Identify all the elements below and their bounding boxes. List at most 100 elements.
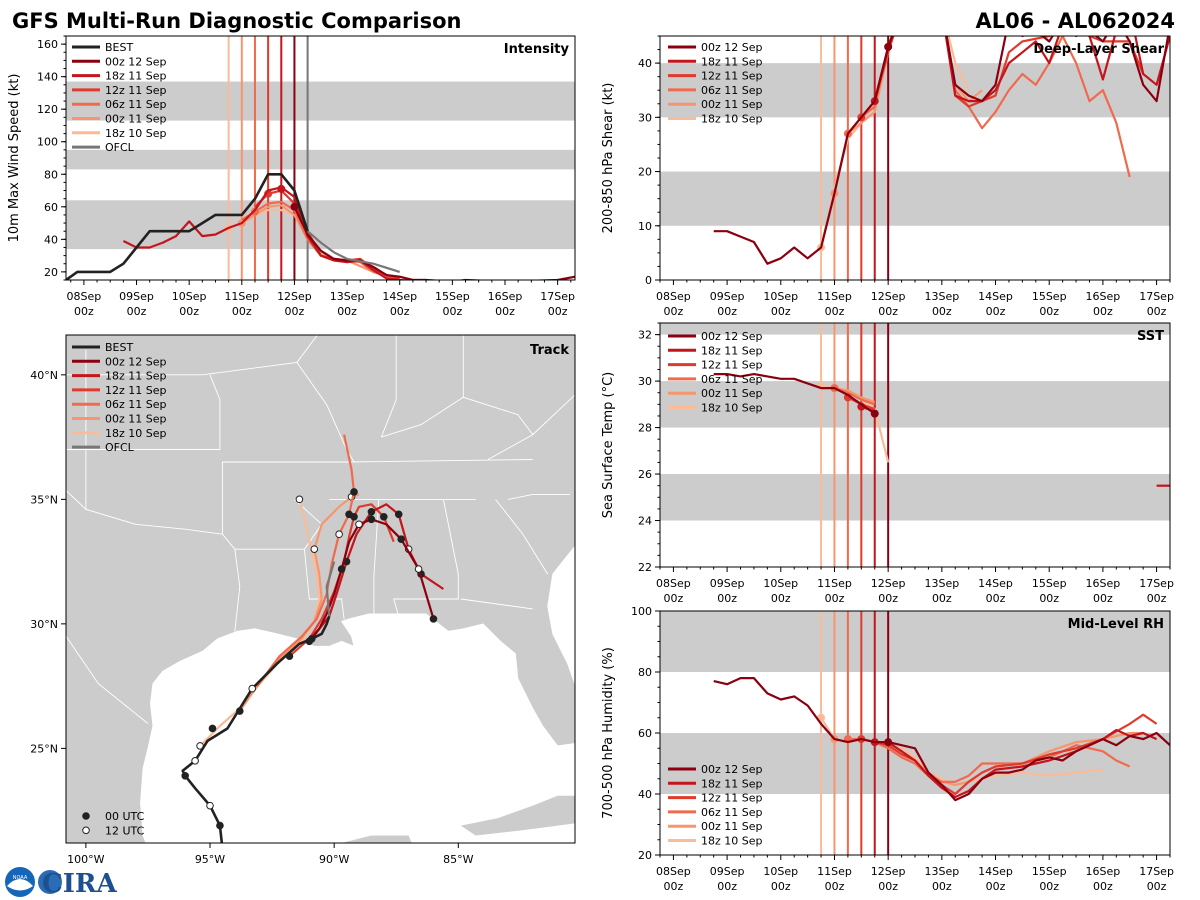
lat-tick-label: 25°N bbox=[30, 742, 58, 755]
x-tick-label: 09Sep bbox=[710, 290, 745, 303]
x-tick-label: 00z bbox=[717, 880, 737, 893]
x-tick-label: 00z bbox=[825, 305, 845, 318]
state-border bbox=[296, 362, 355, 463]
series-marker bbox=[277, 184, 286, 193]
shade-band bbox=[66, 149, 575, 170]
x-tick-label: 00z bbox=[986, 305, 1006, 318]
y-tick-label: 20 bbox=[44, 266, 58, 279]
shear-panel: 0 10 20 30 40 08Sep 00z 09Sep 00z 10Sep 00z 11Sep 00… bbox=[601, 35, 1174, 318]
legend-item-18z-10-sep: 18z 10 Sep bbox=[668, 402, 763, 415]
track-ofcl bbox=[325, 561, 336, 617]
legend-label: 12z 11 Sep bbox=[701, 70, 763, 83]
x-tick-label: 14Sep bbox=[978, 577, 1013, 590]
x-tick-label: 00z bbox=[986, 880, 1006, 893]
state-border bbox=[66, 335, 318, 376]
x-tick-label: 13Sep bbox=[924, 290, 959, 303]
x-tick-label: 00z bbox=[337, 305, 357, 318]
figure-title: GFS Multi-Run Diagnostic Comparison bbox=[12, 9, 461, 33]
legend-label: 18z 10 Sep bbox=[701, 113, 763, 126]
x-tick-label: 00z bbox=[179, 305, 199, 318]
x-tick-label: 00z bbox=[74, 305, 94, 318]
legend-label: 18z 10 Sep bbox=[105, 127, 167, 140]
state-border bbox=[393, 499, 459, 617]
shade-band bbox=[660, 171, 1170, 226]
series-00z-12-sep bbox=[713, 676, 1170, 802]
state-border bbox=[487, 394, 575, 460]
legend-item-06z-11-sep: 06z 11 Sep bbox=[668, 806, 763, 819]
lon-tick-label: 85°W bbox=[443, 853, 473, 866]
legend-item-06z-11-sep: 06z 11 Sep bbox=[72, 398, 167, 411]
y-tick-label: 60 bbox=[638, 727, 652, 740]
legend-label: 18z 10 Sep bbox=[701, 402, 763, 415]
x-tick-label: 10Sep bbox=[172, 290, 207, 303]
shade-band bbox=[66, 81, 575, 121]
legend-label: 00z 12 Sep bbox=[701, 330, 763, 343]
legend-label: 18z 10 Sep bbox=[701, 835, 763, 848]
legend-item-ofcl: OFCL bbox=[72, 441, 135, 454]
series-line bbox=[860, 36, 1145, 119]
legend-label: 00z 12 Sep bbox=[105, 55, 167, 68]
series-marker bbox=[290, 202, 299, 211]
sst-panel: 22 24 26 28 30 32 08Sep 00z 09Sep 00z 10Sep 00z 11Se… bbox=[601, 322, 1174, 605]
legend-item-best: BEST bbox=[72, 41, 133, 54]
x-tick-label: 14Sep bbox=[978, 290, 1013, 303]
track-best bbox=[181, 615, 331, 843]
y-tick-label: 140 bbox=[37, 71, 58, 84]
x-tick-label: 09Sep bbox=[119, 290, 154, 303]
legend-label: 12z 11 Sep bbox=[701, 792, 763, 805]
lat-tick-label: 35°N bbox=[30, 493, 58, 506]
x-tick-label: 17Sep bbox=[540, 290, 575, 303]
track-marker-00utc bbox=[208, 724, 217, 733]
x-tick-label: 10Sep bbox=[763, 577, 798, 590]
track-marker-12utc bbox=[335, 530, 343, 539]
map-frame bbox=[65, 334, 576, 844]
panel-title: SST bbox=[1137, 329, 1164, 344]
x-tick-label: 00z bbox=[1147, 880, 1167, 893]
x-tick-label: 00z bbox=[442, 305, 462, 318]
lat-tick-label: 30°N bbox=[30, 618, 58, 631]
x-tick-label: 00z bbox=[232, 305, 252, 318]
x-tick-label: 00z bbox=[878, 305, 898, 318]
x-tick-label: 00z bbox=[664, 305, 684, 318]
y-tick-label: 26 bbox=[638, 468, 652, 481]
y-tick-label: 100 bbox=[631, 605, 652, 618]
track-marker-00utc bbox=[305, 637, 314, 646]
legend-label: 00z 11 Sep bbox=[701, 820, 763, 833]
legend-label: 12z 11 Sep bbox=[105, 84, 167, 97]
panel-title: Deep-Layer Shear bbox=[1033, 42, 1164, 57]
cira-logo-text: CIRA bbox=[42, 869, 117, 899]
series-line bbox=[713, 373, 876, 415]
x-tick-label: 08Sep bbox=[656, 865, 691, 878]
series-marker bbox=[870, 409, 879, 418]
legend-item-18z-11-sep: 18z 11 Sep bbox=[668, 55, 763, 68]
y-tick-label: 120 bbox=[37, 103, 58, 116]
legend-item-00z-12-sep: 00z 12 Sep bbox=[668, 41, 763, 54]
x-tick-label: 16Sep bbox=[1086, 865, 1121, 878]
x-tick-label: 12Sep bbox=[871, 577, 906, 590]
y-tick-label: 30 bbox=[638, 375, 652, 388]
legend-label: 00z 12 Sep bbox=[701, 763, 763, 776]
legend-item-06z-11-sep: 06z 11 Sep bbox=[668, 373, 763, 386]
legend-item-06z-11-sep: 06z 11 Sep bbox=[72, 98, 167, 111]
y-tick-label: 80 bbox=[44, 168, 58, 181]
track-line bbox=[310, 518, 435, 640]
x-tick-label: 14Sep bbox=[382, 290, 417, 303]
x-tick-label: 16Sep bbox=[1086, 290, 1121, 303]
state-border bbox=[495, 499, 549, 575]
x-tick-label: 00z bbox=[771, 880, 791, 893]
x-tick-label: 10Sep bbox=[763, 865, 798, 878]
land-yucatan bbox=[341, 835, 412, 843]
legend-item-12z-11-sep: 12z 11 Sep bbox=[668, 359, 763, 372]
cira-logo-globe bbox=[38, 870, 62, 894]
noaa-logo-wave bbox=[7, 879, 33, 891]
track-marker-00utc bbox=[397, 535, 405, 543]
x-tick-label: 08Sep bbox=[67, 290, 102, 303]
legend-label: 00z 11 Sep bbox=[701, 387, 763, 400]
y-tick-label: 100 bbox=[37, 136, 58, 149]
series-line bbox=[713, 676, 1170, 802]
x-tick-label: 14Sep bbox=[978, 865, 1013, 878]
rh-panel: 20 40 60 80 100 08Sep 00z 09Sep 00z 10Sep 00z 11Sep… bbox=[601, 605, 1174, 893]
